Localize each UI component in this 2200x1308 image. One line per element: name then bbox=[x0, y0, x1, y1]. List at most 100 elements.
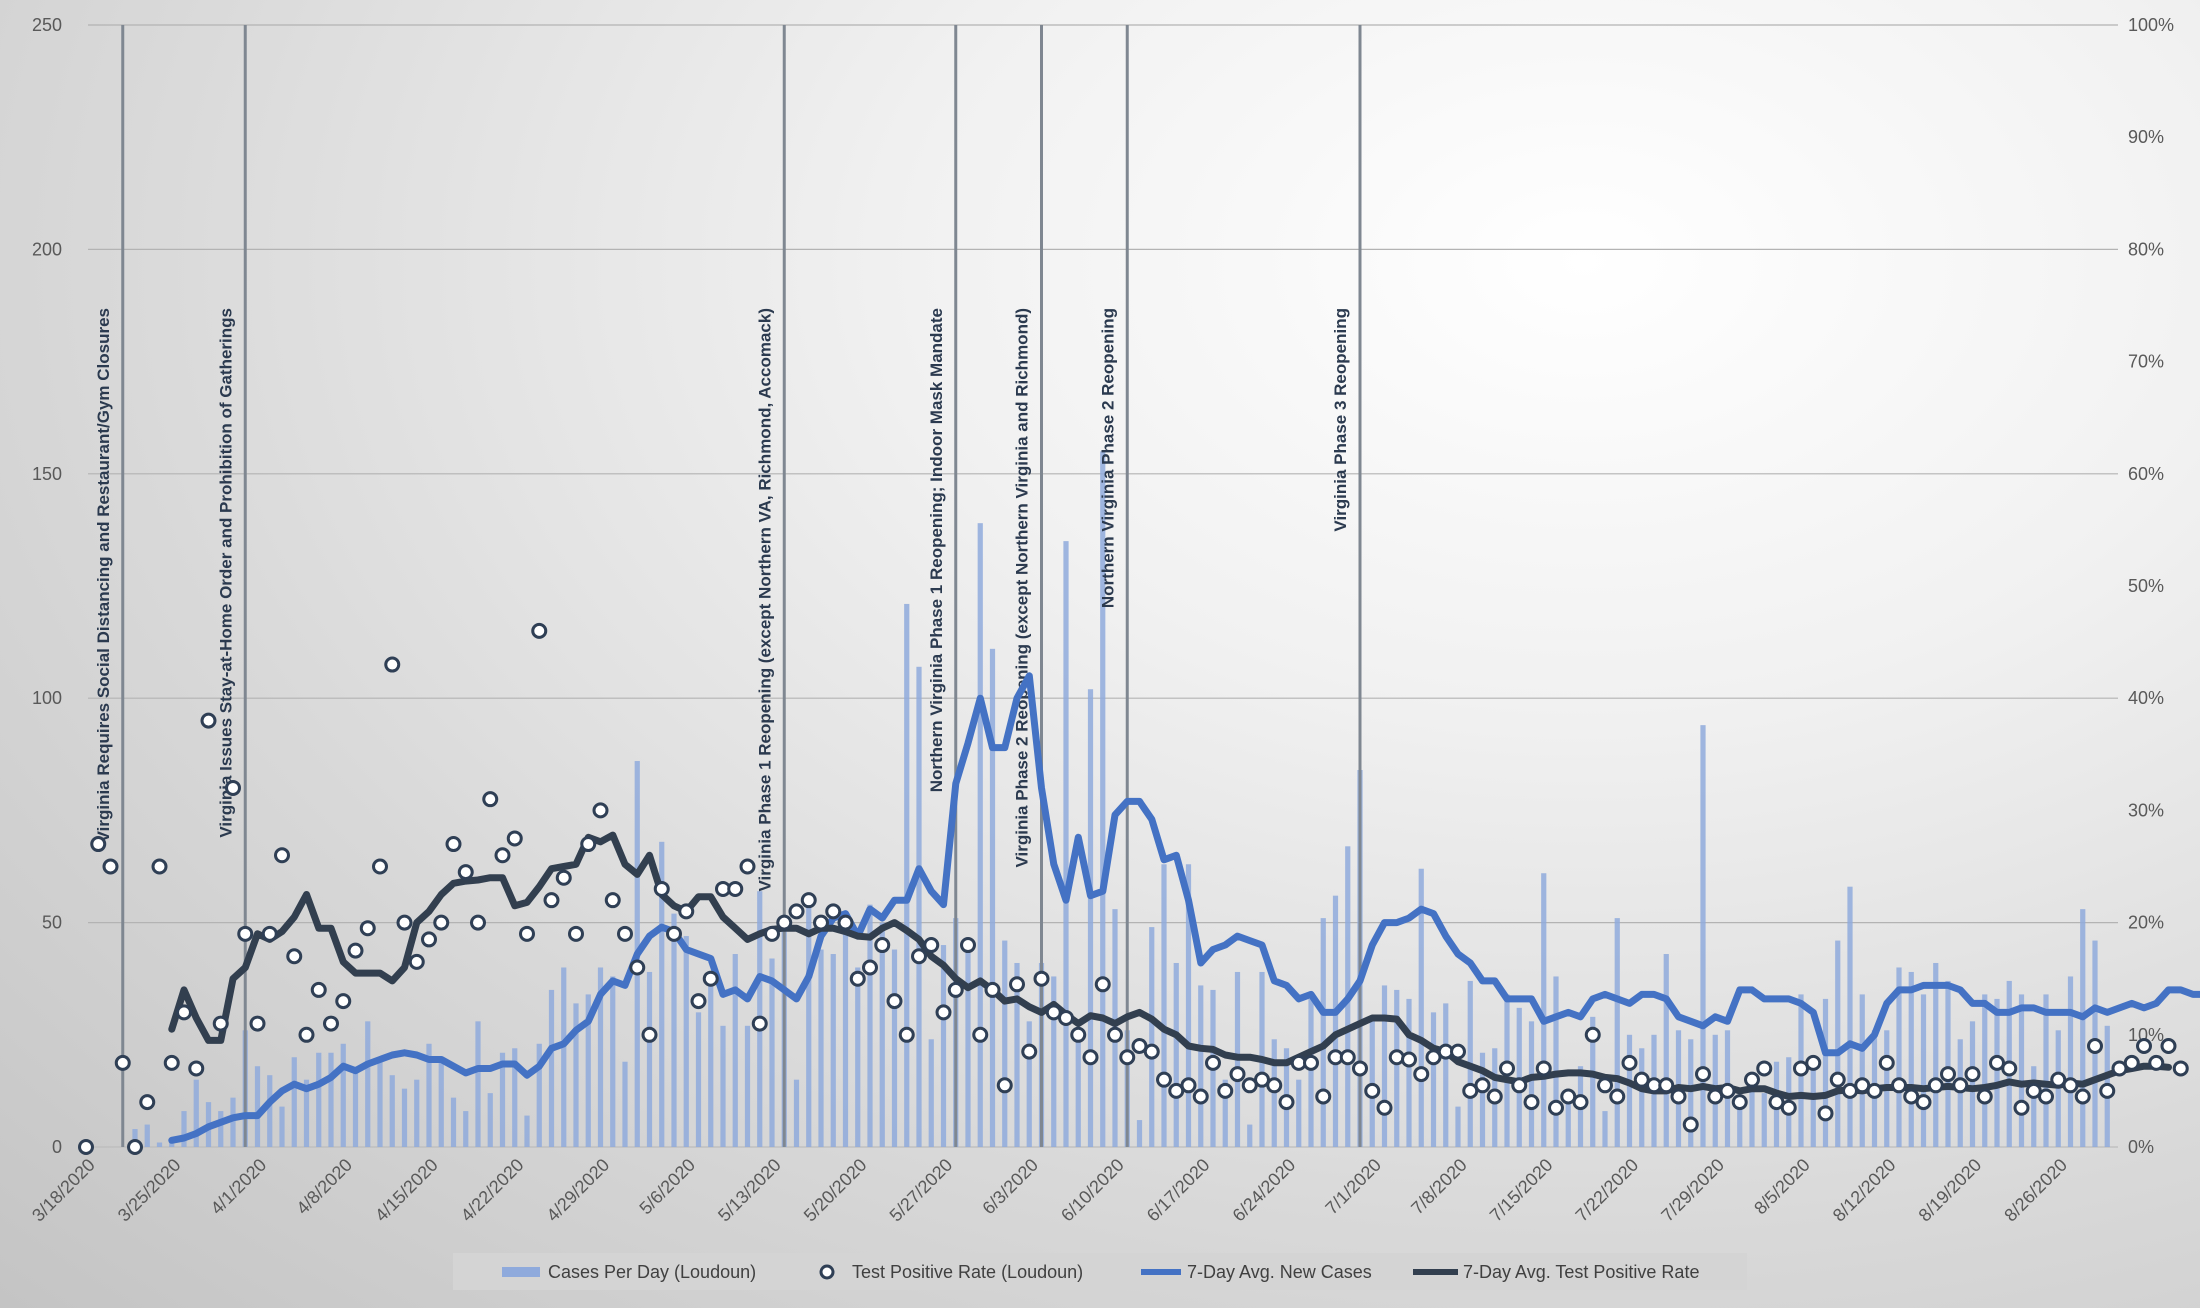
positive-rate-point bbox=[1376, 1099, 1393, 1116]
positive-rate-point bbox=[1070, 1026, 1087, 1043]
case-bar bbox=[1553, 976, 1559, 1147]
case-bar bbox=[1002, 940, 1008, 1147]
case-bar bbox=[377, 1057, 383, 1147]
positive-rate-point bbox=[898, 1026, 915, 1043]
positive-rate-point bbox=[776, 914, 793, 931]
positive-rate-point bbox=[641, 1026, 658, 1043]
x-tick-label: 5/27/2020 bbox=[886, 1155, 957, 1226]
case-bar bbox=[928, 1039, 934, 1147]
positive-rate-point bbox=[2099, 1082, 2116, 1099]
positive-rate-point bbox=[788, 903, 805, 920]
positive-rate-point bbox=[298, 1026, 315, 1043]
case-bar bbox=[1761, 1093, 1767, 1147]
case-bar bbox=[450, 1097, 457, 1147]
positive-rate-point bbox=[1364, 1082, 1381, 1099]
positive-rate-point bbox=[1094, 976, 1111, 993]
case-bar bbox=[316, 1052, 322, 1147]
case-bar bbox=[1822, 998, 1829, 1147]
case-bar bbox=[671, 913, 677, 1147]
case-bar bbox=[842, 913, 849, 1147]
case-bar bbox=[1590, 1016, 1596, 1147]
case-bar bbox=[352, 1070, 359, 1147]
positive-rate-point bbox=[666, 925, 682, 942]
case-bar bbox=[1296, 1079, 1302, 1147]
positive-rate-point bbox=[310, 981, 327, 998]
positive-rate-point bbox=[1045, 1004, 1062, 1021]
y-right-tick-label: 60% bbox=[2128, 464, 2164, 484]
x-tick-label: 7/1/2020 bbox=[1321, 1155, 1385, 1219]
case-bar bbox=[1835, 940, 1841, 1147]
y-left-tick-label: 100 bbox=[32, 688, 62, 708]
case-bar bbox=[1933, 962, 1939, 1147]
positive-rate-point bbox=[1952, 1077, 1969, 1094]
positive-rate-point bbox=[1119, 1049, 1136, 1066]
y-right-tick-label: 80% bbox=[2128, 239, 2164, 259]
y-left-tick-label: 150 bbox=[32, 464, 62, 484]
positive-rate-point bbox=[127, 1139, 143, 1155]
x-tick-label: 4/15/2020 bbox=[371, 1155, 442, 1226]
case-bar bbox=[1541, 873, 1547, 1147]
case-bar bbox=[1075, 1039, 1081, 1147]
positive-rate-point bbox=[1168, 1082, 1185, 1099]
case-bar bbox=[1479, 1052, 1486, 1147]
case-bar bbox=[1700, 725, 1706, 1147]
case-bar bbox=[181, 1111, 187, 1147]
case-bar bbox=[1430, 1012, 1437, 1147]
positive-rate-point bbox=[114, 1054, 131, 1071]
positive-rate-point bbox=[1768, 1094, 1785, 1111]
positive-rate-point bbox=[1192, 1088, 1209, 1105]
y-left-tick-label: 50 bbox=[42, 913, 62, 933]
positive-rate-point bbox=[2136, 1038, 2152, 1055]
positive-rate-point bbox=[1891, 1077, 1907, 1094]
y-right-tick-label: 30% bbox=[2128, 800, 2164, 820]
case-bar bbox=[1173, 962, 1179, 1147]
positive-rate-point bbox=[972, 1026, 989, 1043]
case-bar bbox=[1222, 1079, 1228, 1147]
case-bar bbox=[1639, 1048, 1645, 1147]
case-bar bbox=[977, 523, 983, 1147]
positive-rate-point bbox=[800, 892, 817, 909]
legend-box bbox=[453, 1253, 1747, 1290]
positive-rate-point bbox=[1156, 1071, 1172, 1088]
positive-rate-point bbox=[445, 836, 462, 853]
positive-rate-point bbox=[2148, 1054, 2165, 1071]
event-annotation: Virginia Issues Stay-at-Home Order and P… bbox=[216, 308, 235, 838]
positive-rate-point bbox=[139, 1094, 156, 1111]
positive-rate-point bbox=[1572, 1094, 1589, 1111]
positive-rate-point bbox=[911, 948, 927, 965]
case-bar bbox=[989, 648, 996, 1147]
x-tick-label: 5/6/2020 bbox=[635, 1155, 699, 1219]
case-bar bbox=[475, 1021, 481, 1147]
case-bar bbox=[1026, 1021, 1032, 1147]
case-bar bbox=[1455, 1106, 1461, 1147]
positive-rate-point bbox=[1707, 1088, 1724, 1105]
positive-rate-point bbox=[764, 925, 780, 942]
positive-rate-point bbox=[1266, 1077, 1283, 1094]
positive-rate-point bbox=[188, 1060, 205, 1077]
positive-rate-point bbox=[1523, 1094, 1540, 1111]
case-bar bbox=[597, 967, 604, 1147]
event-annotation: Virginia Requires Social Distancing and … bbox=[94, 308, 113, 842]
positive-rate-point bbox=[1793, 1060, 1809, 1077]
positive-rate-point bbox=[1205, 1054, 1221, 1071]
case-bar bbox=[193, 1079, 199, 1147]
case-bar bbox=[1136, 1120, 1143, 1147]
positive-rate-point bbox=[690, 993, 707, 1010]
legend-label: Test Positive Rate (Loudoun) bbox=[852, 1262, 1083, 1282]
case-bar bbox=[1847, 886, 1853, 1147]
case-bar bbox=[1969, 1021, 1976, 1147]
positive-rate-point bbox=[1829, 1071, 1846, 1088]
positive-rate-point bbox=[1842, 1082, 1858, 1099]
case-bar bbox=[1528, 1021, 1535, 1147]
positive-rate-point bbox=[1940, 1066, 1956, 1083]
positive-rate-point bbox=[886, 993, 903, 1010]
case-bar bbox=[1896, 967, 1902, 1147]
positive-rate-point bbox=[1278, 1094, 1295, 1111]
case-bar bbox=[401, 1088, 408, 1147]
positive-rate-point bbox=[1989, 1054, 2005, 1071]
positive-rate-point bbox=[1744, 1071, 1760, 1088]
positive-rate-point bbox=[1401, 1051, 1417, 1068]
positive-rate-point bbox=[163, 1054, 180, 1071]
positive-rate-point bbox=[2074, 1088, 2091, 1105]
